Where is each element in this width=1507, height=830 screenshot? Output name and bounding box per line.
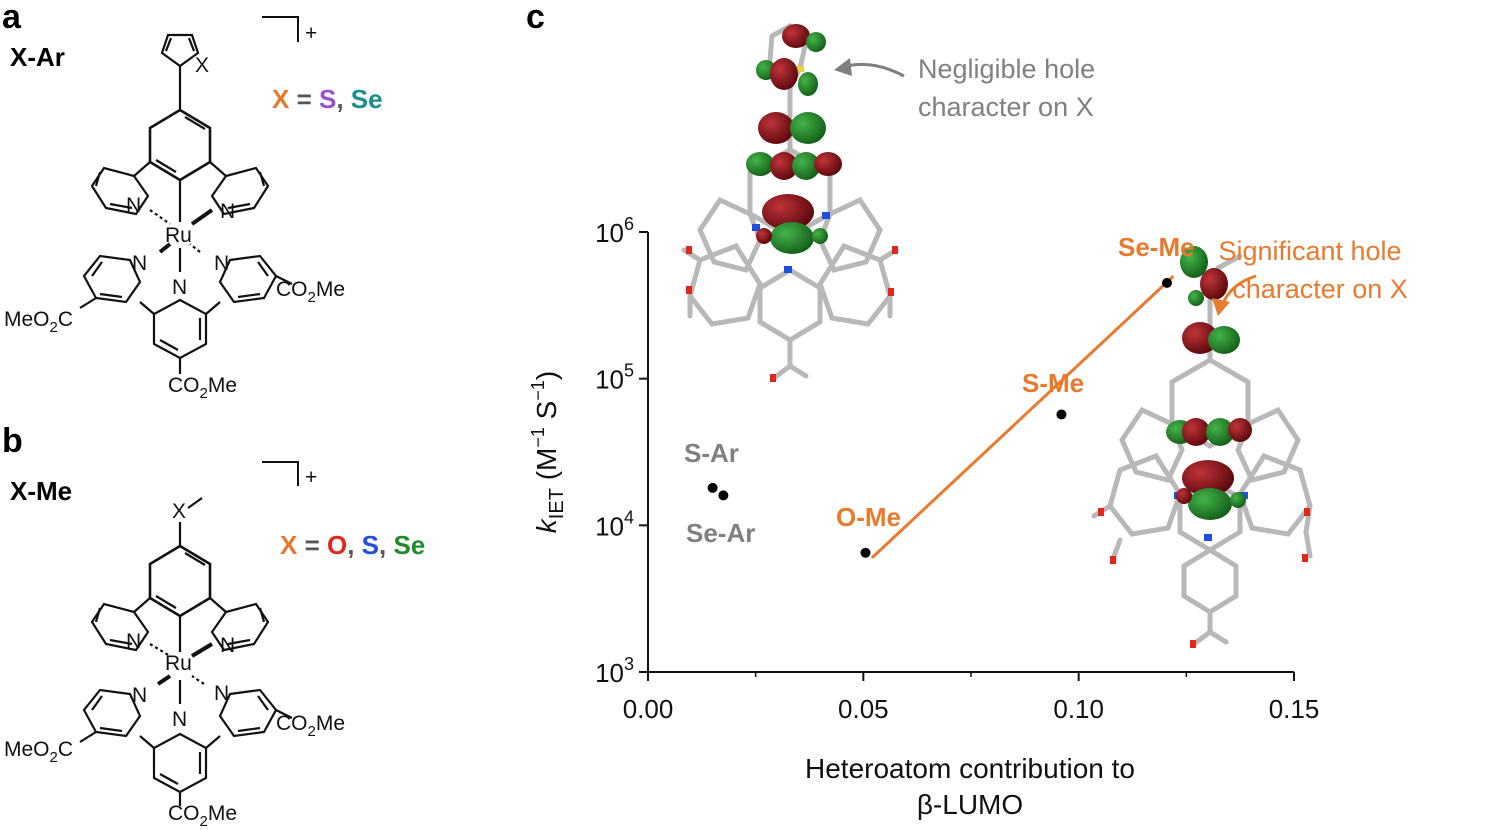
ru-atom: Ru xyxy=(165,224,192,247)
n-atom-lower-center: N xyxy=(172,276,187,299)
panel-letter-c: c xyxy=(526,0,545,36)
element-s: S xyxy=(319,84,336,114)
label-se-ar: Se-Ar xyxy=(686,518,755,548)
y-tick-label: 104 xyxy=(595,507,634,541)
chem-structure-x-me xyxy=(79,497,293,806)
x-ticks: 0.00 0.05 0.10 0.15 xyxy=(623,672,1320,724)
label-se-me: Se-Me xyxy=(1118,232,1195,262)
n-atom-lower-right: N xyxy=(214,252,229,275)
charge-sign: + xyxy=(305,22,317,45)
thiophene-x-atom: X xyxy=(195,54,209,77)
annotation-negligible-line1: Negligible hole xyxy=(918,54,1095,84)
x-tick-label: 0.10 xyxy=(1053,694,1104,724)
x-tick-label: 0.15 xyxy=(1269,694,1320,724)
n-atom-left-b: N xyxy=(126,630,141,653)
x-tick-label: 0.05 xyxy=(838,694,889,724)
annotation-negligible-line2: character on X xyxy=(918,92,1094,122)
label-o-me: O-Me xyxy=(836,502,901,532)
co2me-bottom-b: CO2Me xyxy=(168,802,237,830)
data-point-o-me xyxy=(860,547,871,558)
x-axis-label-line2: β-LUMO xyxy=(917,789,1023,820)
panel-a-structure: a X-Ar + X = S, Se xyxy=(2,0,383,402)
data-point-se-me xyxy=(1161,277,1172,288)
element-se: Se xyxy=(351,84,383,114)
comma-separator-b1: , xyxy=(347,530,361,560)
annotation-significant-line2: character on X xyxy=(1232,274,1408,304)
data-points xyxy=(707,277,1172,558)
charge-bracket-b xyxy=(262,461,299,486)
data-point-s-ar xyxy=(707,482,718,493)
element-se-b: Se xyxy=(393,530,425,560)
fit-line xyxy=(870,275,1175,559)
y-tick-label: 105 xyxy=(595,361,634,395)
co2me-right-b: CO2Me xyxy=(276,712,345,740)
orbital-render-me xyxy=(1091,246,1313,648)
n-atom-lower-left-b: N xyxy=(132,684,147,707)
label-s-me: S-Me xyxy=(1022,368,1084,398)
x-definition: X = S, Se xyxy=(272,84,383,114)
compound-name-x-me: X-Me xyxy=(10,476,72,506)
x-definition-b: X = O, S, Se xyxy=(280,530,425,560)
y-ticks: 103 104 105 106 xyxy=(595,214,648,688)
x-symbol: X xyxy=(272,84,290,114)
arrowhead-significant xyxy=(1212,298,1230,316)
comma-separator: , xyxy=(336,84,350,114)
panel-b-structure: b X-Me + X = O, S, Se xyxy=(2,422,425,830)
x-symbol-b: X xyxy=(280,530,298,560)
element-o: O xyxy=(327,530,347,560)
equals-sign-b: = xyxy=(297,530,327,560)
meo2c-left-b: MeO2C xyxy=(4,738,73,766)
chem-structure-x-ar xyxy=(79,33,293,374)
annotation-significant-line1: Significant hole xyxy=(1218,236,1401,266)
meo2c-left: MeO2C xyxy=(4,308,73,336)
atom-labels-x-ar: X N N Ru N N N CO2Me MeO2C CO2Me xyxy=(4,54,345,402)
n-atom-right: N xyxy=(220,200,235,223)
arrowhead-negligible xyxy=(834,58,852,76)
y-tick-label: 103 xyxy=(595,654,634,688)
n-atom-right-b: N xyxy=(220,634,235,657)
panel-letter-a: a xyxy=(2,0,22,36)
equals-sign: = xyxy=(289,84,319,114)
co2me-bottom: CO2Me xyxy=(168,374,237,402)
y-axis-label: kIET (M−1 S−1) xyxy=(528,371,568,533)
n-atom-lower-left: N xyxy=(132,252,147,275)
orbital-render-ar xyxy=(681,22,899,382)
element-s-b: S xyxy=(362,530,379,560)
comma-separator-b2: , xyxy=(379,530,393,560)
x-axis-label-line1: Heteroatom contribution to xyxy=(805,753,1135,784)
n-atom-left: N xyxy=(126,194,141,217)
charge-sign-b: + xyxy=(305,466,317,489)
n-atom-lower-right-b: N xyxy=(214,682,229,705)
y-tick-label: 106 xyxy=(595,214,634,248)
label-s-ar: S-Ar xyxy=(684,438,739,468)
panel-c-chart: c xyxy=(526,0,1408,820)
co2me-right: CO2Me xyxy=(276,278,345,306)
n-atom-lower-center-b: N xyxy=(172,708,187,731)
atom-labels-x-me: X N N Ru N N N CO2Me MeO2C CO2Me xyxy=(4,500,345,830)
ru-atom-b: Ru xyxy=(165,652,192,675)
charge-bracket xyxy=(262,16,299,42)
compound-name-x-ar: X-Ar xyxy=(10,42,65,72)
data-point-se-ar xyxy=(718,490,729,501)
panel-letter-b: b xyxy=(2,422,23,460)
methoxy-x-atom: X xyxy=(172,500,186,523)
x-tick-label: 0.00 xyxy=(623,694,674,724)
data-point-s-me xyxy=(1056,409,1067,420)
